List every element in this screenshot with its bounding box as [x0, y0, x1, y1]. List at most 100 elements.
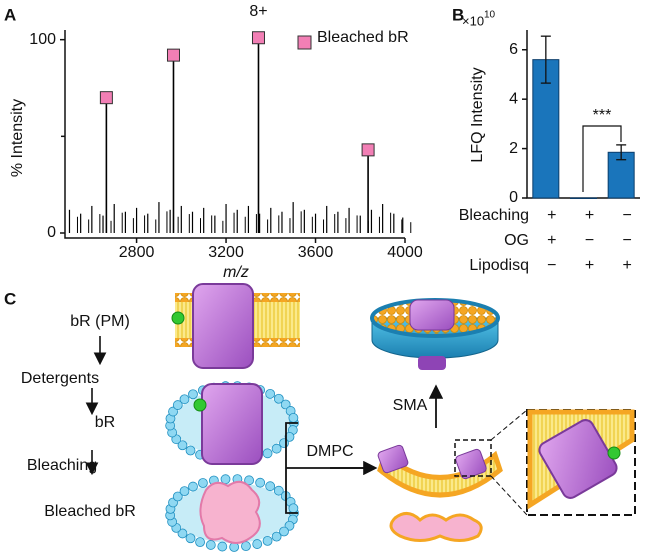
lipid-head	[179, 394, 190, 405]
axis-multiplier: ×10	[462, 13, 484, 28]
y-tick-label: 0	[509, 189, 518, 206]
retinal	[193, 398, 207, 412]
condition-label: OG	[504, 232, 529, 249]
protein	[201, 383, 263, 465]
lipid-head	[262, 448, 273, 459]
lipid-head	[197, 478, 208, 488]
annotation: 8+	[249, 3, 267, 20]
y-axis-label: % Intensity	[9, 99, 26, 177]
condition-mark: +	[622, 257, 631, 274]
peak-marker	[251, 31, 265, 45]
x-tick-label: 4000	[387, 244, 423, 261]
bar	[570, 197, 597, 199]
lipid-head	[271, 443, 282, 454]
panel-label: B	[452, 5, 464, 24]
lipid-head	[273, 393, 284, 404]
lipid-head	[279, 526, 289, 537]
peak-marker	[361, 143, 375, 157]
lipid-head	[288, 503, 299, 514]
reagent-label: DMPC	[306, 443, 353, 460]
diagram: bR (PM) Detergents bR Bleaching Bleached…	[21, 283, 636, 552]
step-label: Detergents	[21, 370, 99, 387]
zoom-line	[490, 475, 528, 516]
condition-mark: −	[622, 207, 631, 224]
axis-multiplier-exponent: 10	[484, 10, 496, 21]
x-tick-label: 3600	[298, 244, 334, 261]
bleached-protein	[199, 480, 261, 544]
legend-marker	[297, 35, 312, 50]
lipid-head	[172, 400, 183, 410]
lipid-head	[280, 399, 291, 410]
axis-line	[64, 30, 405, 239]
lipid-head	[262, 535, 273, 546]
y-tick-label: 4	[509, 90, 518, 107]
lipid-sheet	[377, 450, 503, 498]
y-tick-label: 0	[47, 224, 56, 241]
legend-label: Bleached bR	[317, 29, 409, 46]
lipid-head	[255, 477, 266, 488]
x-tick-label: 2800	[119, 244, 155, 261]
y-tick-label: 2	[509, 140, 518, 157]
condition-mark: +	[547, 207, 556, 224]
significance-bracket	[582, 125, 622, 192]
lipid-head	[273, 485, 284, 496]
step-label: bR	[95, 414, 115, 431]
lipid-head	[177, 440, 188, 451]
step-label: bR (PM)	[70, 313, 130, 330]
peak-marker	[166, 48, 180, 62]
condition-mark: +	[585, 257, 594, 274]
lipid-head	[188, 481, 198, 492]
lipid-head	[188, 389, 198, 400]
protein	[377, 444, 409, 474]
y-tick-label: 6	[509, 41, 518, 58]
condition-mark: −	[547, 257, 556, 274]
condition-label: Bleaching	[459, 207, 529, 224]
protein	[409, 299, 455, 331]
lipid-head	[288, 412, 299, 423]
step-label: Bleaching	[27, 457, 97, 474]
retinal	[607, 446, 621, 460]
lipid-head	[217, 541, 228, 552]
significance: ***	[593, 107, 612, 124]
condition-mark: +	[547, 232, 556, 249]
lipid-head	[185, 533, 196, 544]
lipid-head	[179, 486, 190, 497]
y-axis-label: LFQ Intensity	[469, 67, 486, 162]
protein	[455, 448, 487, 480]
condition-label: Lipodisq	[469, 257, 529, 274]
lipid-head	[265, 481, 276, 492]
peak-marker	[99, 91, 113, 105]
y-tick-label: 100	[29, 31, 56, 48]
lipid-head	[205, 540, 216, 550]
condition-mark: −	[585, 232, 594, 249]
lipid-head	[265, 388, 276, 399]
lipid-head	[177, 528, 188, 539]
lipid-head	[252, 539, 263, 549]
lipid-head	[220, 474, 231, 485]
protein	[192, 283, 254, 369]
x-axis-label: m/z	[223, 264, 249, 281]
retinal	[171, 311, 185, 325]
panel-label: C	[4, 289, 16, 308]
lipid-head	[284, 431, 295, 442]
protein	[418, 356, 446, 370]
lipid-head	[244, 475, 254, 486]
lipid-head	[241, 541, 251, 552]
lipid-head	[172, 491, 183, 502]
bleached-aggregate	[389, 512, 483, 542]
protein	[538, 419, 618, 499]
lipid-head	[168, 406, 178, 417]
legend: Bleached bR	[317, 29, 409, 46]
reagent-label: SMA	[393, 397, 428, 414]
zoom-box	[454, 439, 492, 477]
lipid-head	[195, 537, 205, 548]
lipid-head	[271, 531, 282, 542]
lipid-head	[185, 445, 196, 456]
step-label: Bleached bR	[44, 503, 136, 520]
condition-mark: +	[585, 207, 594, 224]
zoom-line	[490, 409, 528, 441]
panel-label: A	[4, 5, 16, 24]
x-tick-label: 3200	[208, 244, 244, 261]
condition-mark: −	[622, 232, 631, 249]
